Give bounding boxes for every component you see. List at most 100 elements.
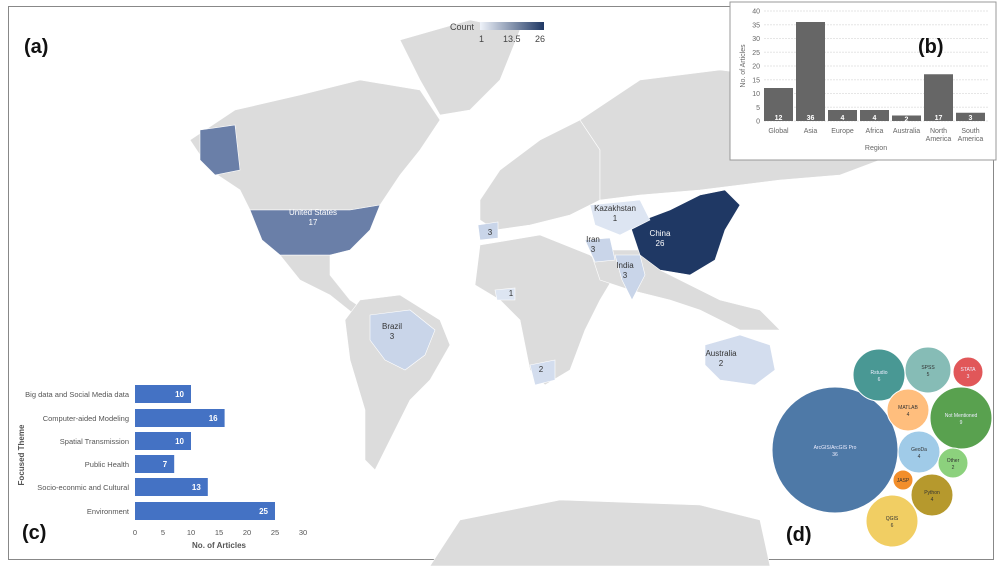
map-country-united-states — [249, 204, 381, 256]
bubble-label: MATLAB — [898, 405, 918, 411]
map-canada — [189, 79, 441, 211]
map-country-united-states — [199, 124, 241, 176]
bubble-other — [937, 447, 969, 479]
map-country-china — [629, 189, 741, 276]
map-country-australia — [704, 334, 776, 386]
x-tick-label: Europe — [831, 128, 854, 135]
map-count-iran: 3 — [591, 245, 596, 254]
y-tick-label: Public Health — [85, 460, 129, 469]
map-mexico-central-america — [279, 254, 366, 316]
x-tick-label: 20 — [243, 528, 251, 537]
bubble-value: 2 — [952, 465, 955, 471]
bar-value-label: 4 — [873, 115, 877, 122]
bar-environment — [135, 502, 275, 520]
bar-big-data-and-social-media-data — [135, 385, 191, 403]
y-tick-label: Computer-aided Modeling — [43, 414, 129, 423]
bubble-value: 4 — [907, 412, 910, 418]
x-tick-label: Global — [768, 128, 789, 135]
map-count-3: 2 — [539, 365, 544, 374]
legend-min: 1 — [479, 34, 484, 44]
bar-value-label: 10 — [175, 390, 184, 399]
panel-label-c: (c) — [22, 522, 47, 544]
map-count-brazil: 3 — [390, 332, 395, 341]
map-region-3 — [529, 359, 556, 386]
x-tick-label: 25 — [271, 528, 279, 537]
x-axis-label: No. of Articles — [192, 541, 246, 550]
bubble-value: 3 — [967, 374, 970, 380]
y-tick-label: Spatial Transmission — [60, 437, 129, 446]
y-tick-label: 5 — [756, 105, 760, 112]
bubble-stata — [952, 356, 984, 388]
legend-mid: 13.5 — [503, 34, 521, 44]
bar-value-label: 10 — [175, 437, 184, 446]
map-count-india: 3 — [623, 271, 628, 280]
bubble-label: SPSS — [921, 365, 935, 371]
bar-value-label: 17 — [935, 115, 943, 122]
bubble-value: 4 — [931, 497, 934, 503]
bubble-label: Python — [924, 490, 940, 496]
map-count-china: 26 — [656, 239, 665, 248]
map-count-2: 1 — [509, 289, 514, 298]
bubble-label: STATA — [961, 367, 977, 373]
map-greenland — [399, 19, 521, 116]
y-tick-label: Environment — [87, 507, 130, 516]
x-tick-label: America — [958, 136, 984, 143]
bar-global — [764, 88, 793, 121]
panel-label-d: (d) — [786, 524, 812, 546]
map-label-china: China — [650, 229, 671, 238]
bubble-jasp — [892, 469, 914, 491]
bubble-label: QGIS — [886, 516, 899, 522]
y-tick-label: Socio-econmic and Cultural — [37, 483, 129, 492]
map-count-kazakhstan: 1 — [613, 214, 618, 223]
bubble-rstudio — [852, 348, 906, 402]
bubble-geoda — [897, 430, 941, 474]
map-count-australia: 2 — [719, 359, 724, 368]
bar-south-america — [956, 112, 985, 121]
bar-computer-aided-modeling — [135, 409, 225, 427]
x-tick-label: 10 — [187, 528, 195, 537]
x-tick-label: 30 — [299, 528, 307, 537]
y-tick-label: 20 — [752, 64, 760, 71]
map-europe — [479, 119, 601, 231]
y-tick-label: Big data and Social Media data — [25, 390, 130, 399]
map-count-1: 3 — [488, 228, 493, 237]
bubble-matlab — [886, 388, 930, 432]
x-tick-label: Asia — [804, 128, 818, 135]
map-country-iran — [584, 237, 616, 263]
map-antarctica — [429, 499, 771, 566]
bar-north-america — [924, 74, 953, 121]
map-region-1 — [477, 221, 499, 241]
bar-public-health — [135, 455, 175, 473]
bubble-label: Rstudio — [871, 370, 888, 376]
map-country-brazil — [369, 309, 436, 371]
bar-value-label: 12 — [775, 115, 783, 122]
map-label-iran: Iran — [586, 235, 600, 244]
map-label-australia: Australia — [705, 349, 737, 358]
x-tick-label: 15 — [215, 528, 223, 537]
bubble-value: 6 — [891, 523, 894, 529]
x-tick-label: North — [930, 128, 947, 135]
bubble-label: Other — [947, 458, 960, 464]
y-tick-label: 10 — [752, 91, 760, 98]
bubble-not-mentioned — [929, 386, 993, 450]
y-tick-label: 25 — [752, 50, 760, 57]
y-tick-label: 15 — [752, 77, 760, 84]
y-tick-label: 40 — [752, 9, 760, 16]
bubble-value: 9 — [960, 420, 963, 426]
x-tick-label: Africa — [866, 128, 884, 135]
bar-europe — [828, 110, 857, 121]
bar-africa — [860, 110, 889, 121]
y-tick-label: 30 — [752, 36, 760, 43]
map-label-brazil: Brazil — [382, 322, 402, 331]
bar-value-label: 2 — [905, 116, 909, 123]
bar-asia — [796, 22, 825, 121]
bubble-label: GeoDa — [911, 447, 927, 453]
bar-value-label: 3 — [969, 115, 973, 122]
bar-value-label: 7 — [163, 460, 168, 469]
bar-value-label: 36 — [807, 115, 815, 122]
map-label-united-states: United States — [289, 208, 337, 217]
bubble-label: Not Mentioned — [945, 413, 978, 419]
map-country-india — [614, 254, 646, 301]
panel-label-b: (b) — [918, 36, 944, 58]
